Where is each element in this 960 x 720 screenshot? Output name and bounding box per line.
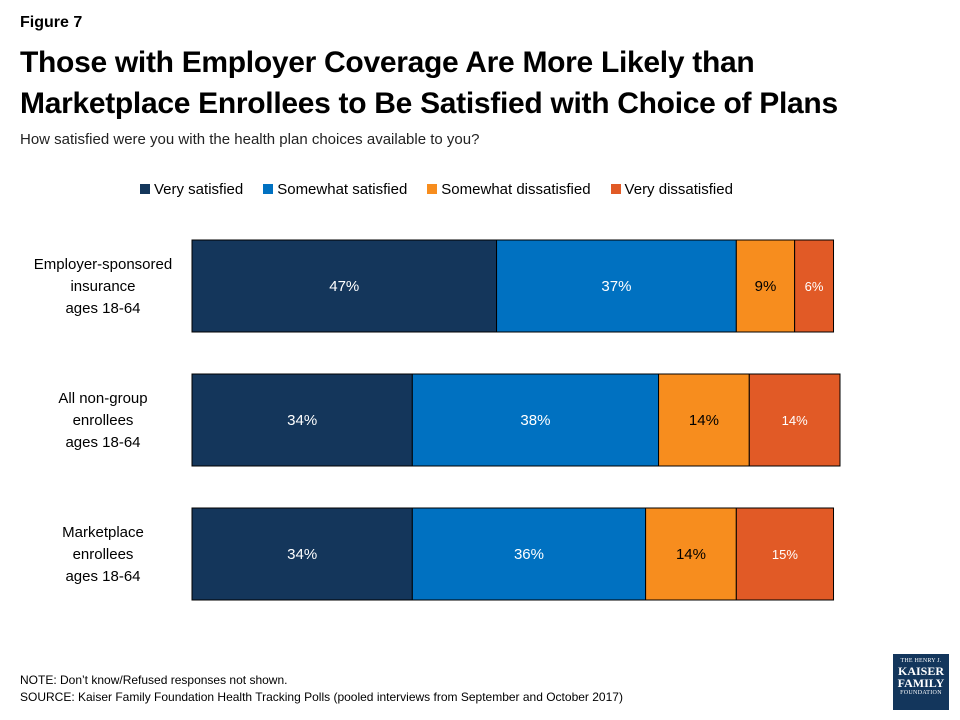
category-label: enrollees [73, 412, 134, 429]
data-label-very-satisfied: 34% [287, 546, 317, 563]
figure-label: Figure 7 [20, 14, 83, 31]
data-label-somewhat-dissatisfied: 14% [689, 412, 719, 429]
data-label-somewhat-satisfied: 38% [520, 412, 550, 429]
legend-label-somewhat-satisfied: Somewhat satisfied [277, 180, 408, 198]
category-label: ages 18-64 [65, 434, 140, 451]
legend-swatch-somewhat-dissatisfied [427, 184, 438, 194]
legend-swatch-very-satisfied [140, 184, 150, 194]
legend-label-somewhat-dissatisfied: Somewhat dissatisfied [441, 180, 591, 198]
bar-segment-very-dissatisfied [748, 373, 841, 467]
data-label-very-satisfied: 34% [287, 412, 317, 429]
legend-label-very-satisfied: Very satisfied [154, 180, 244, 198]
chart-title: Those with Employer Coverage Are More Li… [20, 46, 838, 120]
logo-line-2: KAISER [897, 664, 944, 678]
bar-segment-somewhat-dissatisfied [735, 239, 796, 333]
category-label: ages 18-64 [65, 568, 140, 585]
bar-segment-somewhat-dissatisfied [645, 507, 737, 601]
category-label: insurance [70, 278, 135, 295]
data-label-very-dissatisfied: 14% [782, 413, 808, 428]
bar-segment-somewhat-satisfied [411, 373, 660, 467]
legend-swatch-very-dissatisfied [610, 184, 621, 194]
bar-segment-very-satisfied [191, 507, 413, 601]
data-label-somewhat-dissatisfied: 9% [755, 278, 777, 295]
bar-segment-somewhat-satisfied [496, 239, 737, 333]
kff-logo: THE HENRY J. KAISER FAMILY FOUNDATION [893, 654, 949, 710]
bar-segment-somewhat-satisfied [411, 507, 647, 601]
category-label: enrollees [73, 546, 134, 563]
legend-item-very-dissatisfied: Very dissatisfied [610, 180, 733, 198]
bar-row-2: Marketplace enrollees ages 18-64 34% 36% 14% 1… [62, 507, 835, 601]
data-label-very-dissatisfied: 15% [772, 547, 798, 562]
data-label-very-dissatisfied: 6% [805, 279, 824, 294]
bar-row-0: Employer-sponsored insurance ages 18-64 47%… [34, 239, 835, 333]
bar-segment-very-satisfied [191, 373, 413, 467]
footnotes: NOTE: Don’t know/Refused responses not s… [20, 672, 623, 706]
source-text: SOURCE: Kaiser Family Foundation Health … [20, 690, 623, 704]
logo-line-1: THE HENRY J. [900, 658, 942, 664]
data-label-somewhat-dissatisfied: 14% [676, 546, 706, 563]
legend-item-very-satisfied: Very satisfied [140, 181, 243, 198]
legend-item-somewhat-dissatisfied: Somewhat dissatisfied [427, 180, 591, 198]
bar-segment-very-satisfied [191, 239, 498, 333]
logo-line-4: FOUNDATION [900, 690, 942, 696]
data-label-somewhat-satisfied: 36% [514, 546, 544, 563]
legend-label-very-dissatisfied: Very dissatisfied [624, 180, 733, 198]
legend-item-somewhat-satisfied: Somewhat satisfied [263, 181, 407, 198]
legend-swatch-somewhat-satisfied [263, 184, 274, 194]
data-label-very-satisfied: 47% [329, 278, 359, 295]
category-label: Employer-sponsored [34, 256, 172, 273]
category-label: Marketplace [62, 524, 144, 541]
data-label-somewhat-satisfied: 37% [601, 278, 631, 295]
bar-segment-very-dissatisfied [735, 507, 835, 601]
legend: Very satisfied Somewhat satisfied Somewh… [140, 180, 753, 198]
stacked-bar-chart: Employer-sponsored insurance ages 18-64 47%… [34, 239, 841, 601]
category-label: All non-group [58, 390, 147, 407]
logo-line-3: FAMILY [897, 676, 945, 690]
bar-segment-very-dissatisfied [794, 239, 835, 333]
category-label: ages 18-64 [65, 300, 140, 317]
note-text: NOTE: Don’t know/Refused responses not s… [20, 673, 288, 687]
bar-row-1: All non-group enrollees ages 18-64 34% 38% 14… [58, 373, 841, 467]
chart-subtitle: How satisfied were you with the health p… [20, 131, 480, 148]
